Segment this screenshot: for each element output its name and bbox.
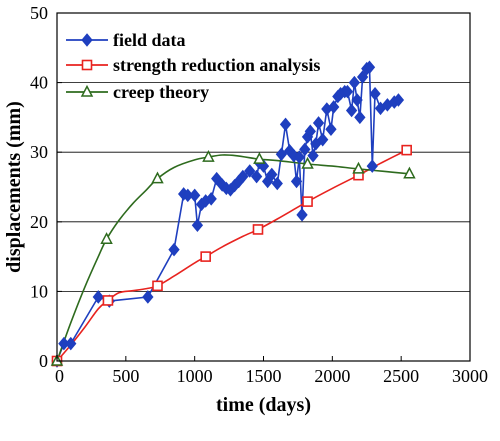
x-tick-label: 2000 xyxy=(314,366,350,386)
axis-ticks: 0 500 1000 1500 2000 2500 3000 0 10 20 30 40 50 xyxy=(30,3,488,386)
data-point-creep-theory xyxy=(151,171,164,184)
data-point-creep-theory xyxy=(253,152,266,164)
data-point-field-data xyxy=(325,122,337,137)
x-tick-label: 0 xyxy=(55,366,64,386)
data-point-field-data xyxy=(290,174,303,189)
series-lines xyxy=(56,66,410,362)
data-point-field-data xyxy=(205,192,217,206)
data-point-strength-reduction-analysis xyxy=(102,295,114,306)
data-point-field-data xyxy=(244,164,256,178)
data-point-field-data xyxy=(189,188,201,203)
data-point-field-data xyxy=(366,159,378,173)
x-tick-label: 1000 xyxy=(177,366,213,386)
legend-marker-field-data xyxy=(81,33,93,47)
data-point-field-data xyxy=(328,100,340,114)
data-point-field-data xyxy=(312,116,325,130)
data-point-field-data xyxy=(317,132,329,147)
legend-item-field-data: field data xyxy=(66,30,186,50)
legend-item-strength-reduction-analysis: strength reduction analysis xyxy=(66,55,320,75)
data-point-field-data xyxy=(250,169,263,184)
x-tick-label: 2500 xyxy=(383,366,419,386)
data-point-field-data xyxy=(341,84,354,99)
legend-marker-creep-theory xyxy=(80,84,94,97)
data-point-field-data xyxy=(345,103,358,118)
data-point-field-data xyxy=(392,93,405,107)
data-point-field-data xyxy=(168,242,180,257)
data-point-field-data xyxy=(363,60,376,75)
data-point-field-data xyxy=(279,117,292,132)
data-point-field-data xyxy=(354,110,366,125)
data-point-field-data xyxy=(304,124,316,139)
data-point-field-data xyxy=(299,142,311,157)
y-tick-label: 10 xyxy=(30,281,48,301)
data-point-field-data xyxy=(211,171,223,186)
data-point-field-data xyxy=(356,70,369,84)
series-line-creep-theory xyxy=(56,154,410,362)
data-point-field-data xyxy=(351,93,363,107)
data-point-creep-theory xyxy=(301,156,314,169)
data-point-strength-reduction-analysis xyxy=(152,280,163,292)
y-tick-label: 30 xyxy=(30,142,48,162)
y-axis-title: displacements (mm) xyxy=(3,101,25,273)
series-line-strength-reduction-analysis xyxy=(56,149,408,362)
legend: field data strength reduction analysis cre… xyxy=(66,30,320,102)
data-point-field-data xyxy=(369,86,381,101)
y-tick-label: 40 xyxy=(30,73,48,93)
data-point-field-data xyxy=(293,150,305,164)
data-point-field-data xyxy=(296,208,308,222)
series-markers xyxy=(50,60,416,368)
data-point-strength-reduction-analysis xyxy=(302,196,313,207)
data-point-field-data xyxy=(65,336,77,351)
data-point-field-data xyxy=(92,290,104,304)
data-point-creep-theory xyxy=(202,149,215,162)
data-point-field-data xyxy=(275,147,288,162)
x-axis-title: time (days) xyxy=(216,394,311,416)
x-tick-label: 500 xyxy=(112,366,139,386)
data-point-field-data xyxy=(271,176,283,191)
data-point-creep-theory xyxy=(403,166,416,179)
gridlines xyxy=(57,82,470,292)
y-tick-label: 50 xyxy=(30,3,48,23)
data-point-field-data xyxy=(142,290,154,304)
y-tick-label: 20 xyxy=(30,212,48,232)
legend-label-strength-reduction-analysis: strength reduction analysis xyxy=(113,55,320,75)
x-tick-label: 1500 xyxy=(246,366,282,386)
data-point-field-data xyxy=(237,169,249,184)
y-tick-label: 0 xyxy=(39,351,48,371)
legend-marker-strength-reduction-analysis xyxy=(81,59,93,71)
data-point-creep-theory xyxy=(352,161,365,174)
data-point-strength-reduction-analysis xyxy=(401,144,412,156)
legend-item-creep-theory: creep theory xyxy=(66,82,209,102)
data-point-strength-reduction-analysis xyxy=(200,251,211,262)
data-point-strength-reduction-analysis xyxy=(252,224,264,235)
legend-label-field-data: field data xyxy=(113,30,186,50)
legend-label-creep-theory: creep theory xyxy=(113,82,209,102)
data-point-field-data xyxy=(191,218,204,233)
data-point-field-data xyxy=(348,75,361,90)
data-point-field-data xyxy=(266,167,278,182)
data-point-field-data xyxy=(307,148,319,163)
data-point-creep-theory xyxy=(100,232,113,244)
x-tick-label: 3000 xyxy=(452,366,488,386)
